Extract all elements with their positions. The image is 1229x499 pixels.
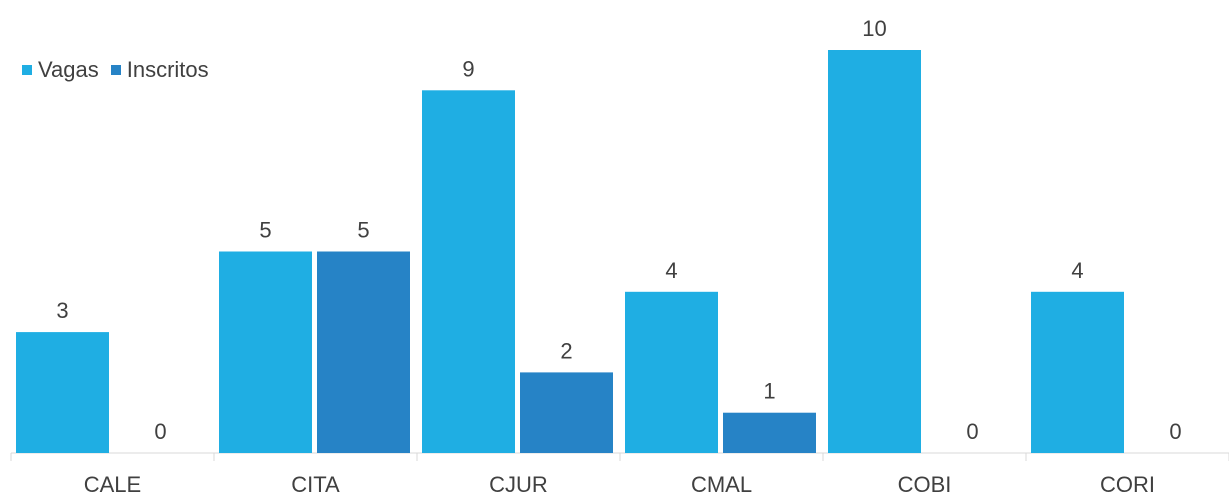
data-label-inscritos-cale: 0	[154, 419, 166, 444]
legend-label-inscritos: Inscritos	[126, 57, 209, 82]
data-label-inscritos-cori: 0	[1169, 419, 1181, 444]
data-label-vagas-cjur: 9	[462, 56, 474, 81]
x-tick-label-cobi: COBI	[898, 472, 952, 497]
bar-vagas-cori	[1031, 291, 1124, 453]
data-label-inscritos-cita: 5	[357, 218, 369, 243]
bar-vagas-cobi	[828, 50, 921, 453]
data-label-inscritos-cobi: 0	[966, 419, 978, 444]
legend-item-vagas: Vagas	[22, 57, 99, 83]
bar-vagas-cjur	[422, 90, 515, 454]
data-label-vagas-cori: 4	[1071, 258, 1083, 283]
legend-swatch-vagas	[22, 65, 32, 75]
bar-inscritos-cmal	[723, 412, 816, 453]
x-tick-label-cmal: CMAL	[691, 472, 752, 497]
chart-legend: Vagas Inscritos	[22, 57, 221, 83]
legend-label-vagas: Vagas	[38, 57, 99, 82]
legend-item-inscritos: Inscritos	[110, 57, 209, 83]
bar-inscritos-cita	[317, 251, 410, 453]
x-tick-label-cori: CORI	[1100, 472, 1155, 497]
bar-vagas-cale	[16, 332, 109, 453]
data-label-vagas-cobi: 10	[862, 16, 886, 41]
x-tick-label-cale: CALE	[84, 472, 141, 497]
data-label-vagas-cmal: 4	[665, 258, 677, 283]
x-tick-label-cjur: CJUR	[489, 472, 548, 497]
bar-vagas-cita	[219, 251, 312, 453]
legend-swatch-inscritos	[110, 65, 121, 75]
data-label-vagas-cita: 5	[259, 218, 271, 243]
data-label-inscritos-cjur: 2	[560, 338, 572, 363]
x-tick-label-cita: CITA	[291, 472, 340, 497]
data-label-vagas-cale: 3	[56, 298, 68, 323]
bar-vagas-cmal	[625, 291, 718, 453]
bar-inscritos-cjur	[520, 372, 613, 453]
data-label-inscritos-cmal: 1	[763, 379, 775, 404]
